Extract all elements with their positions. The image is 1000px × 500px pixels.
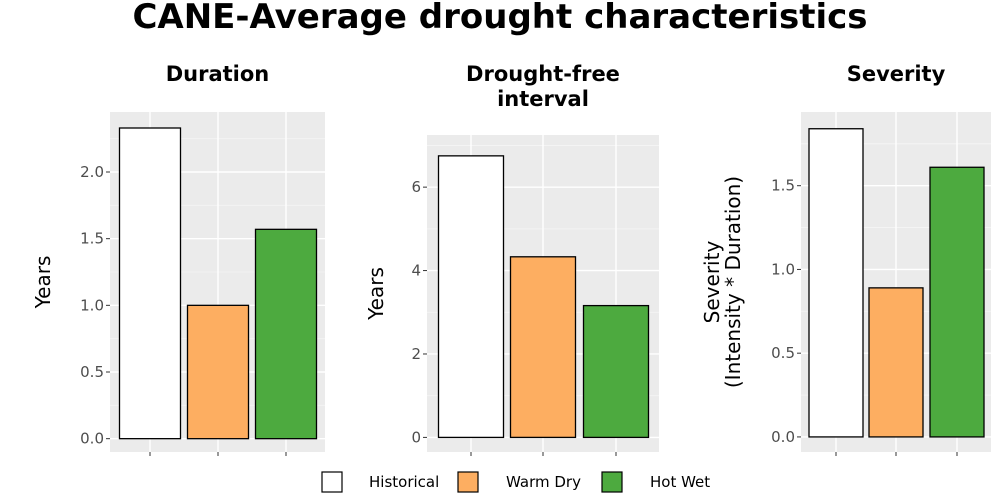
- panel-title: interval: [497, 87, 589, 111]
- bar-historical: [437, 155, 505, 439]
- bar-hot-wet: [254, 228, 318, 440]
- y-tick-label: 4: [411, 262, 421, 280]
- y-tick-label: 2: [411, 345, 421, 363]
- y-tick-label: 1.5: [80, 230, 104, 248]
- y-axis-label: (Intensity * Duration): [721, 176, 745, 388]
- legend-label: Warm Dry: [506, 473, 581, 491]
- y-tick-label: 1.0: [80, 296, 104, 314]
- legend-label: Historical: [369, 473, 439, 491]
- y-tick-label: 2.0: [80, 163, 104, 181]
- y-tick-label: 6: [411, 178, 421, 196]
- legend-item: Warm Dry: [457, 471, 581, 493]
- legend-item: Historical: [321, 471, 439, 493]
- bar-warm-dry: [186, 304, 250, 440]
- legend-item: Hot Wet: [601, 471, 710, 493]
- y-axis-label: Severity: [700, 241, 724, 324]
- main-title: CANE-Average drought characteristics: [132, 0, 867, 37]
- panels: 0.0 0.5 1.0 1.5 2.0 Duration Years 0 2 4 6 Drought-…: [31, 62, 991, 456]
- y-tick-label: 0.0: [771, 428, 795, 446]
- bar-warm-dry: [509, 256, 577, 439]
- y-tick-label: 0: [411, 428, 421, 446]
- legend-swatch: [457, 471, 479, 493]
- bar-hot-wet: [582, 304, 650, 439]
- y-axis-label: Years: [364, 267, 388, 321]
- y-axis-label: Years: [31, 256, 55, 310]
- y-tick-label: 1.0: [771, 260, 795, 278]
- y-tick-label: 1.5: [771, 177, 795, 195]
- y-tick-label: 0.5: [771, 344, 795, 362]
- chart-panel: 0.0 0.5 1.0 1.5 2.0 Duration Years: [31, 62, 325, 456]
- y-tick-label: 0.0: [80, 430, 104, 448]
- legend: Historical Warm Dry Hot Wet: [321, 471, 710, 493]
- bar-hot-wet: [929, 166, 985, 438]
- y-tick-label: 0.5: [80, 363, 104, 381]
- bar-historical: [118, 127, 182, 440]
- legend-label: Hot Wet: [650, 473, 710, 491]
- legend-swatch: [321, 471, 343, 493]
- panel-title: Severity: [847, 62, 946, 86]
- panel-title: Drought-free: [466, 62, 620, 86]
- panel-title: Duration: [166, 62, 270, 86]
- legend-swatch: [601, 471, 623, 493]
- bar-historical: [808, 128, 864, 438]
- bar-warm-dry: [868, 287, 924, 438]
